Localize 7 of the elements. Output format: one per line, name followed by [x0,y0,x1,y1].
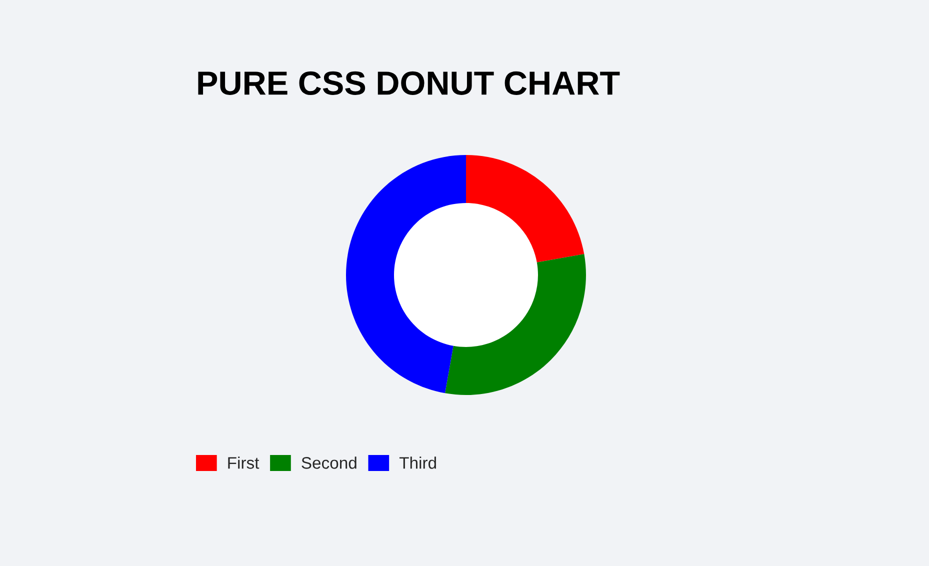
legend-label: Second [302,456,356,469]
legend-label: First [228,456,260,469]
donut-slice [444,254,586,395]
donut-slice [346,155,466,394]
donut-slice [466,155,584,262]
chart-title: PURE CSS DONUT CHART [198,71,620,95]
legend-label: Third [399,456,436,469]
